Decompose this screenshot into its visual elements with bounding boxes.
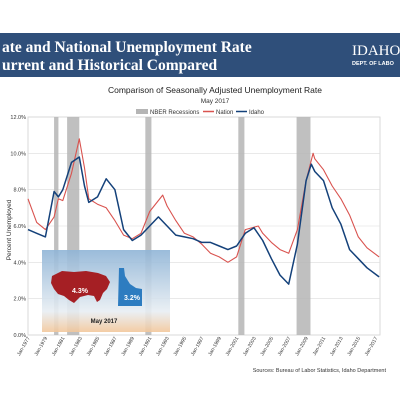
source-note: Sources: Bureau of Labor Statistics, Ida…: [253, 368, 387, 374]
inset-map-panel: 4.3% 3.2% May 2017: [42, 250, 170, 332]
banner-background: [0, 33, 400, 77]
x-tick-label: Jan-1997: [190, 336, 206, 357]
x-tick-label: Jan-1983: [68, 336, 84, 357]
y-tick-label: 8.0%: [13, 188, 26, 194]
x-tick-label: Jan-2013: [329, 336, 345, 357]
idaho-map-shape: [118, 268, 142, 306]
x-tick-label: Jan-1989: [120, 336, 136, 357]
idaho-unemployment-value: 3.2%: [124, 295, 141, 302]
x-tick-label: Jan-1977: [16, 336, 32, 357]
chart-subtitle: May 2017: [201, 98, 230, 105]
x-tick-label: Jan-2017: [364, 336, 380, 357]
recession-band: [145, 117, 152, 335]
x-tick-label: Jan-1995: [173, 336, 189, 357]
y-tick-label: 0.0%: [13, 333, 26, 339]
recession-band: [238, 117, 245, 335]
us-unemployment-value: 4.3%: [72, 288, 89, 295]
x-tick-label: Jan-1985: [86, 336, 102, 357]
legend: NBER Recessions Nation Idaho: [136, 109, 265, 116]
x-tick-label: Jan-1999: [207, 336, 223, 357]
y-tick-label: 4.0%: [13, 260, 26, 266]
x-tick-label: Jan-2005: [259, 336, 275, 357]
x-tick-label: Jan-1987: [103, 336, 119, 357]
logo-name: IDAHO: [352, 43, 400, 59]
y-axis-ticks: 0.0% 2.0% 4.0% 6.0% 8.0% 10.0% 12.0%: [10, 115, 26, 339]
x-tick-label: Jan-1991: [138, 336, 154, 357]
y-tick-label: 10.0%: [10, 151, 26, 157]
series-lines: [27, 138, 380, 285]
us-map-shape: [51, 271, 110, 303]
logo-sub: DEPT. OF LABO: [352, 61, 395, 67]
x-axis-ticks: Jan-1977 Jan-1979 Jan-1981 Jan-1983 Jan-1985…: [16, 336, 379, 357]
x-tick-label: Jan-2001: [225, 336, 241, 357]
series-line-nation: [27, 138, 380, 263]
y-tick-label: 12.0%: [10, 115, 26, 121]
x-tick-label: Jan-2011: [312, 336, 328, 357]
chart-title: Comparison of Seasonally Adjusted Unempl…: [108, 85, 322, 95]
legend-label-idaho: Idaho: [249, 110, 265, 116]
x-tick-label: Jan-2015: [346, 336, 362, 357]
x-tick-label: Jan-1981: [51, 336, 67, 357]
x-tick-label: Jan-2009: [294, 336, 310, 357]
banner-title-line2: urrent and Historical Compared: [2, 57, 218, 74]
y-axis-label: Percent Unemployed: [6, 199, 13, 260]
x-tick-label: Jan-1979: [33, 336, 49, 357]
legend-label-recession: NBER Recessions: [150, 110, 199, 116]
x-tick-label: Jan-2003: [242, 336, 258, 357]
banner-title-line1: ate and National Unemployment Rate: [2, 39, 252, 56]
y-tick-label: 2.0%: [13, 297, 26, 303]
legend-swatch-recession: [136, 109, 148, 114]
legend-label-nation: Nation: [216, 110, 233, 116]
x-tick-label: Jan-1993: [155, 336, 171, 357]
recession-band: [54, 117, 59, 335]
y-tick-label: 6.0%: [13, 224, 26, 230]
idaho-dol-logo: IDAHO DEPT. OF LABO: [352, 43, 400, 67]
x-tick-label: Jan-2007: [277, 336, 293, 357]
series-line-idaho: [27, 156, 380, 285]
inset-date: May 2017: [91, 319, 118, 325]
recession-band: [296, 117, 311, 335]
